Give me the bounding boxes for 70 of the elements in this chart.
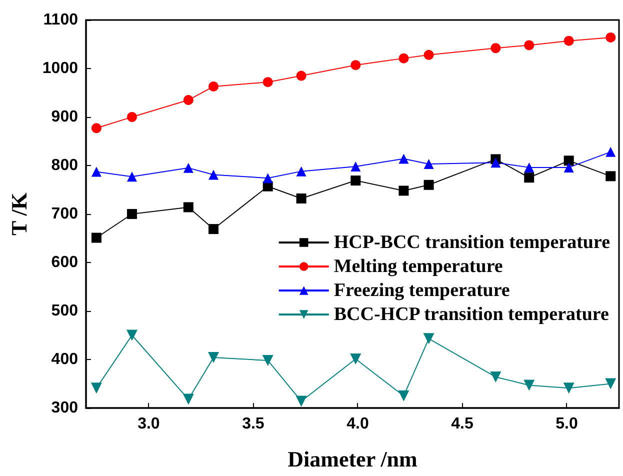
- point: [208, 81, 218, 92]
- y-tick-label: 300: [51, 400, 78, 416]
- point: [524, 40, 534, 50]
- point: [424, 50, 434, 60]
- point: [90, 382, 102, 394]
- point: [564, 162, 574, 172]
- point: [126, 209, 137, 219]
- point: [490, 158, 501, 168]
- point: [398, 186, 409, 196]
- point: [423, 333, 434, 344]
- y-tick-label: 900: [51, 108, 78, 126]
- point: [524, 162, 534, 172]
- point: [398, 154, 409, 164]
- point: [91, 232, 102, 243]
- point: [350, 161, 361, 172]
- point: [183, 202, 194, 212]
- point: [182, 394, 194, 405]
- point: [208, 170, 218, 180]
- y-tick-label: 700: [51, 206, 78, 222]
- point: [296, 193, 306, 204]
- point: [208, 224, 218, 234]
- x-tick-label: 3.0: [138, 416, 160, 432]
- point: [262, 77, 273, 88]
- y-tick-label: 500: [51, 302, 78, 320]
- point: [183, 95, 194, 106]
- point: [350, 176, 361, 186]
- point: [296, 166, 306, 176]
- point: [208, 352, 219, 364]
- point: [126, 112, 137, 122]
- point: [262, 354, 274, 366]
- point: [606, 146, 616, 157]
- y-tick-label: 600: [51, 254, 78, 271]
- x-tick-label: 3.5: [242, 416, 264, 432]
- point: [563, 382, 574, 394]
- point: [424, 159, 434, 170]
- y-tick-label: 1000: [42, 60, 78, 77]
- legend-label: Freezing temperature: [334, 280, 510, 301]
- point: [350, 354, 362, 365]
- x-tick-label: 4.0: [346, 416, 369, 432]
- point: [490, 43, 501, 54]
- x-axis-title: Diameter /nm: [288, 446, 418, 472]
- legend-label: Melting temperature: [334, 256, 503, 277]
- legend-label: HCP-BCC transition temperature: [334, 232, 610, 253]
- point: [605, 378, 616, 390]
- x-tick-label: 4.5: [451, 416, 474, 432]
- point: [606, 171, 616, 182]
- point: [296, 396, 307, 407]
- point: [296, 70, 306, 81]
- y-tick-label: 800: [51, 157, 78, 174]
- point: [524, 172, 534, 183]
- point: [350, 60, 361, 70]
- point: [524, 380, 535, 391]
- point: [126, 330, 138, 341]
- point: [91, 166, 102, 177]
- point: [564, 36, 574, 46]
- point: [126, 172, 137, 182]
- point: [183, 162, 194, 173]
- point: [262, 173, 273, 184]
- y-axis-title: T /K: [6, 192, 32, 236]
- point: [91, 123, 102, 134]
- point: [398, 53, 409, 64]
- point: [490, 371, 502, 382]
- x-tick-label: 5.0: [556, 416, 578, 432]
- legend-label: BCC-HCP transition temperature: [334, 304, 609, 325]
- point: [424, 180, 434, 190]
- y-tick-label: 1100: [43, 12, 78, 28]
- point: [564, 156, 574, 166]
- point: [398, 390, 410, 402]
- y-tick-label: 400: [51, 351, 78, 368]
- point: [606, 32, 616, 42]
